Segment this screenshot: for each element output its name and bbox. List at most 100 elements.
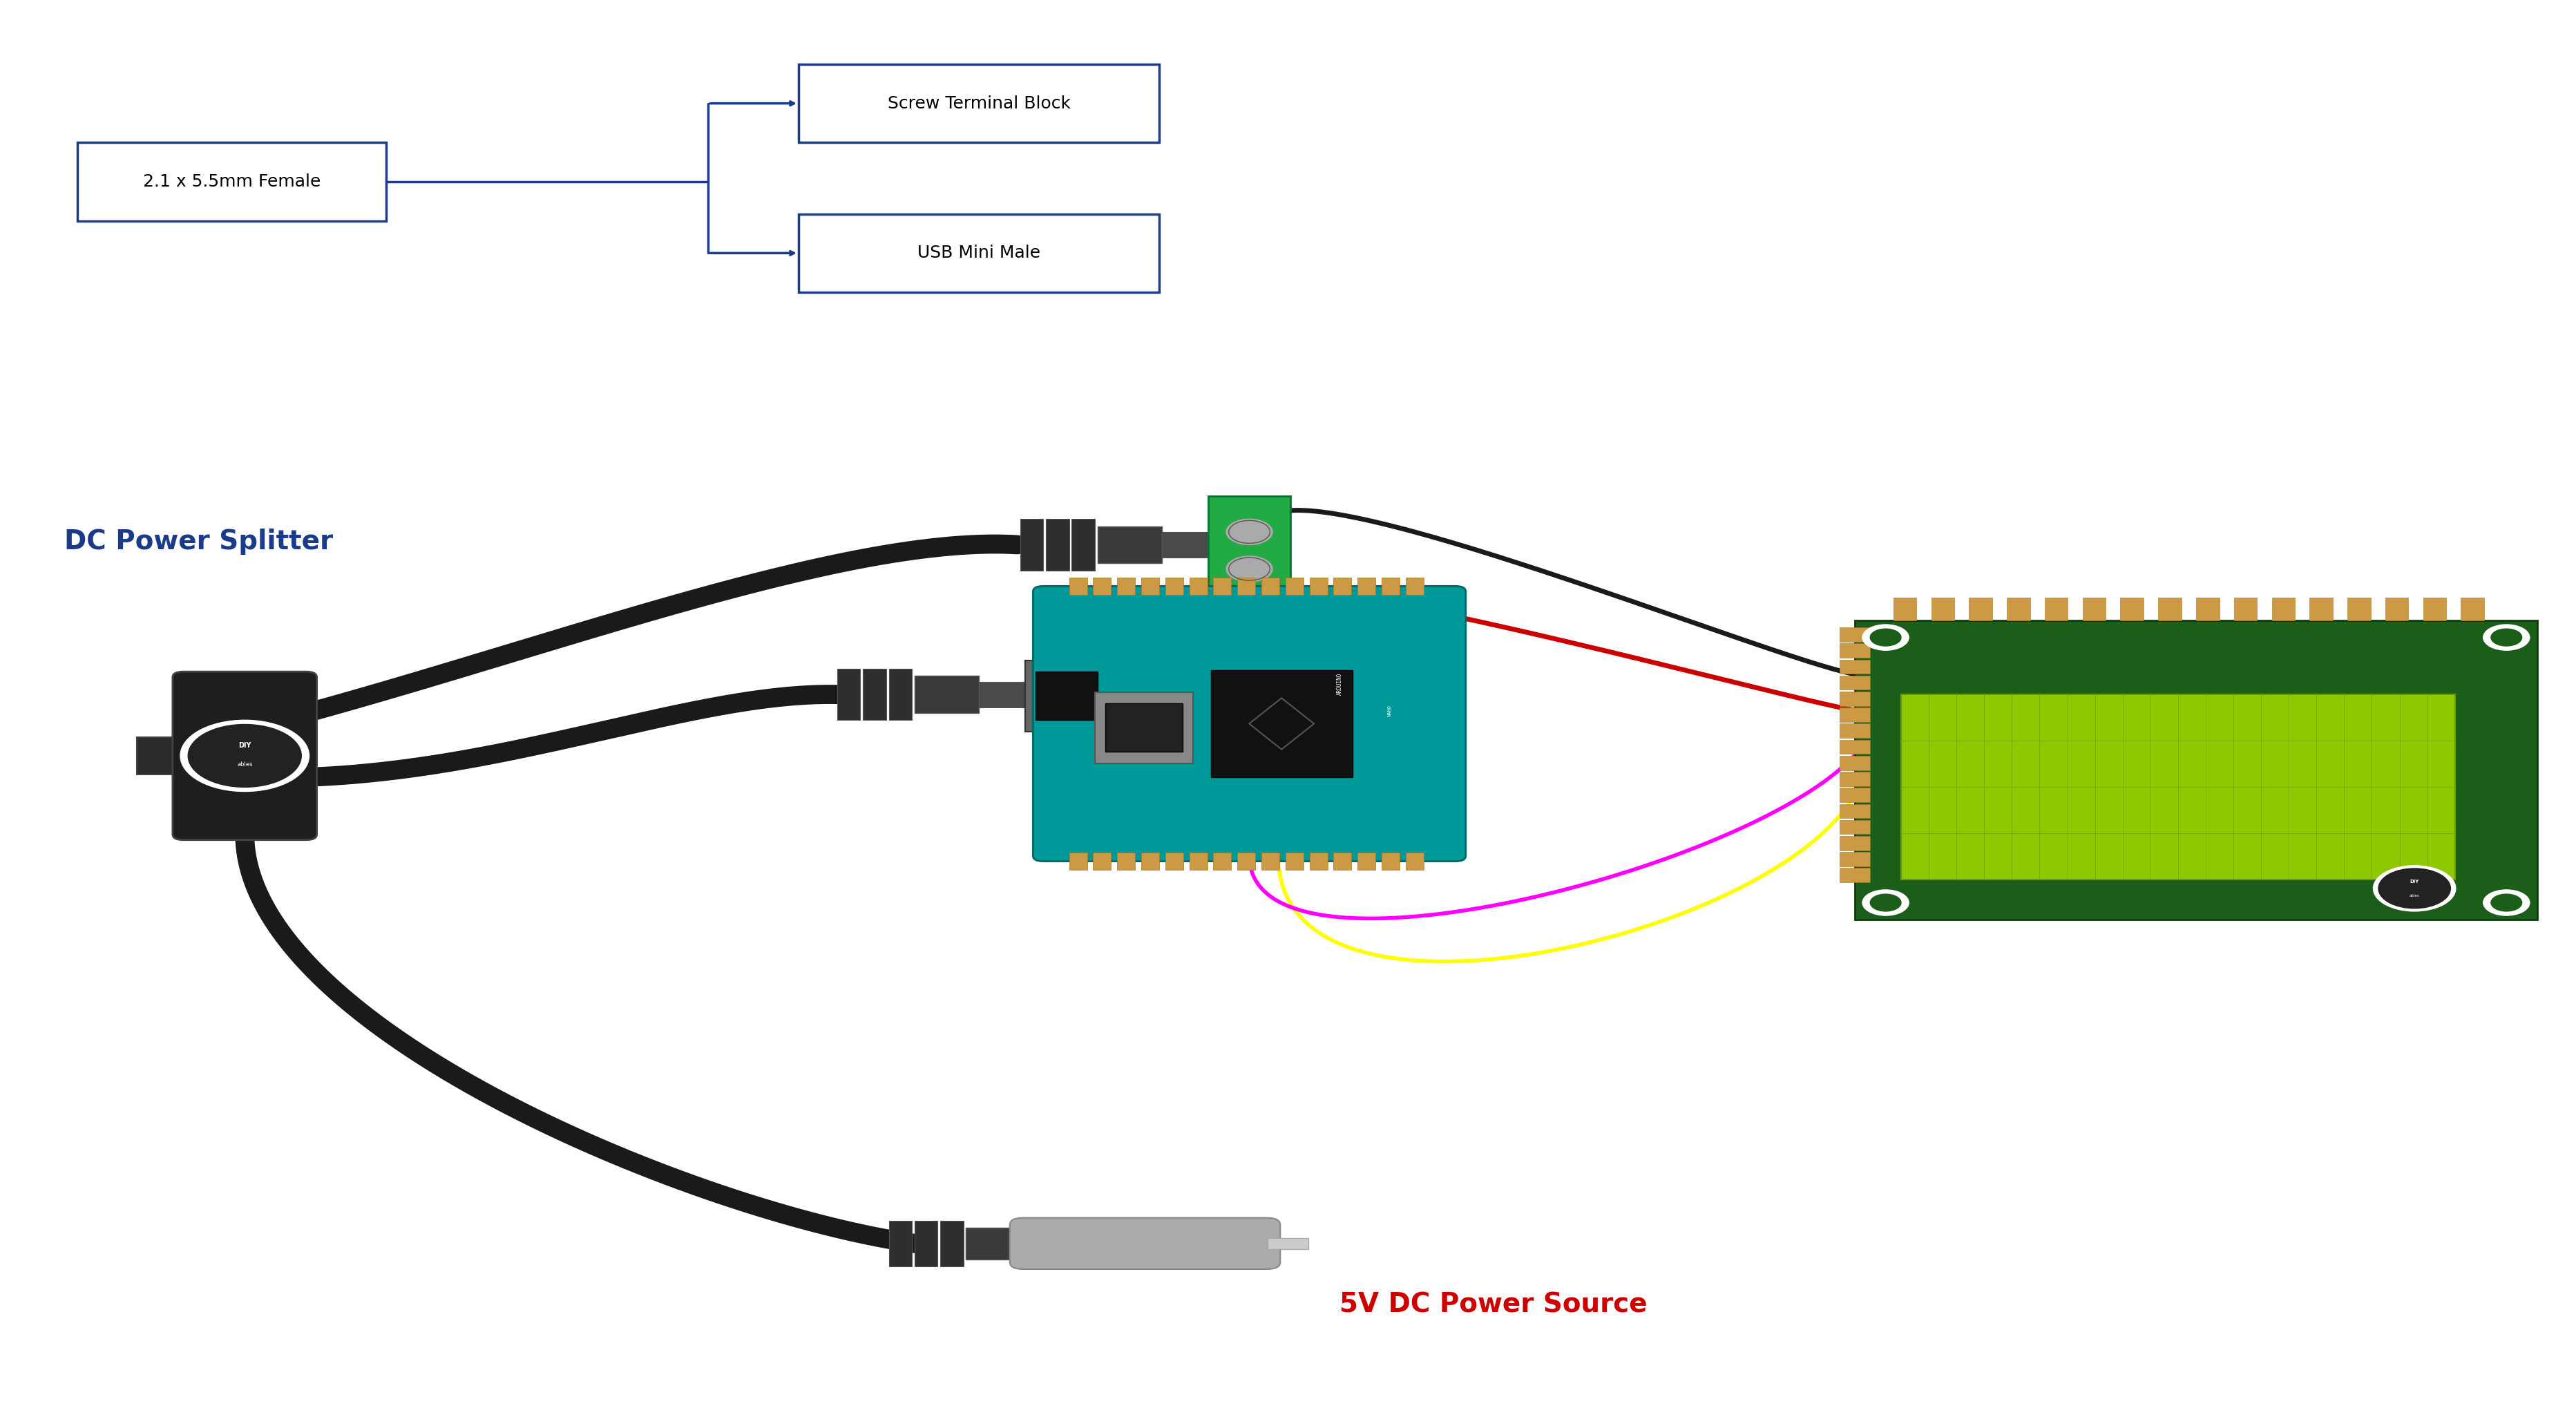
Circle shape bbox=[2491, 629, 2522, 646]
Bar bbox=[889, 669, 912, 720]
Bar bbox=[2195, 597, 2221, 620]
Bar bbox=[837, 669, 860, 720]
Bar bbox=[914, 676, 979, 713]
Bar bbox=[1164, 853, 1182, 870]
Circle shape bbox=[1862, 625, 1909, 650]
Bar bbox=[1406, 578, 1425, 595]
Bar bbox=[2424, 597, 2447, 620]
Bar bbox=[1036, 672, 1097, 720]
Bar bbox=[2311, 597, 2334, 620]
Bar bbox=[1358, 853, 1376, 870]
Circle shape bbox=[2491, 894, 2522, 911]
Circle shape bbox=[1870, 629, 1901, 646]
Bar bbox=[1025, 660, 1108, 732]
Bar bbox=[1285, 578, 1303, 595]
Text: USB Mini Male: USB Mini Male bbox=[917, 245, 1041, 261]
Bar bbox=[1406, 853, 1425, 870]
Bar bbox=[1236, 578, 1255, 595]
Bar bbox=[1105, 703, 1182, 752]
Bar bbox=[1839, 756, 1870, 770]
Bar bbox=[1141, 853, 1159, 870]
Bar bbox=[1855, 620, 2537, 920]
Bar bbox=[1839, 692, 1870, 706]
Bar bbox=[1839, 804, 1870, 819]
Bar bbox=[1309, 853, 1327, 870]
Text: ables: ables bbox=[2409, 894, 2419, 897]
Bar bbox=[2120, 597, 2143, 620]
Bar bbox=[889, 1221, 912, 1266]
Bar bbox=[914, 1221, 938, 1266]
Bar bbox=[1893, 597, 1917, 620]
Bar bbox=[2045, 597, 2069, 620]
Bar bbox=[1072, 519, 1095, 570]
Bar bbox=[1968, 597, 1991, 620]
Bar bbox=[2159, 597, 2182, 620]
Bar bbox=[1095, 692, 1193, 763]
Circle shape bbox=[2483, 625, 2530, 650]
Bar bbox=[2007, 597, 2030, 620]
Bar bbox=[1839, 868, 1870, 883]
Circle shape bbox=[2378, 868, 2450, 908]
Bar bbox=[1358, 578, 1376, 595]
Bar bbox=[1162, 532, 1208, 558]
Text: DC Power Splitter: DC Power Splitter bbox=[64, 529, 332, 555]
Bar bbox=[1069, 853, 1087, 870]
FancyBboxPatch shape bbox=[173, 672, 317, 840]
Circle shape bbox=[1226, 556, 1273, 582]
Bar bbox=[1839, 676, 1870, 690]
Bar bbox=[1839, 724, 1870, 739]
Bar bbox=[1164, 578, 1182, 595]
Bar bbox=[1839, 643, 1870, 657]
Bar bbox=[137, 737, 183, 774]
Bar bbox=[1839, 787, 1870, 801]
Bar bbox=[1839, 820, 1870, 834]
Bar bbox=[1046, 519, 1069, 570]
Bar bbox=[1236, 853, 1255, 870]
Bar bbox=[1092, 853, 1110, 870]
Bar bbox=[1334, 853, 1352, 870]
Bar bbox=[2233, 597, 2257, 620]
Circle shape bbox=[180, 720, 309, 791]
FancyBboxPatch shape bbox=[1010, 1218, 1280, 1269]
Bar bbox=[2460, 597, 2483, 620]
Text: ARDUINO: ARDUINO bbox=[1337, 673, 1342, 696]
Bar bbox=[1020, 519, 1043, 570]
Circle shape bbox=[2372, 866, 2455, 911]
Bar bbox=[979, 682, 1025, 707]
Bar bbox=[2272, 597, 2295, 620]
Bar bbox=[1118, 853, 1136, 870]
Bar bbox=[1932, 597, 1955, 620]
Bar bbox=[2385, 597, 2409, 620]
Bar bbox=[1839, 707, 1870, 722]
Bar bbox=[1839, 771, 1870, 786]
Bar bbox=[1267, 1238, 1309, 1249]
Circle shape bbox=[1862, 890, 1909, 915]
Polygon shape bbox=[1249, 699, 1314, 750]
Bar bbox=[1285, 853, 1303, 870]
Bar bbox=[1309, 578, 1327, 595]
Text: Screw Terminal Block: Screw Terminal Block bbox=[886, 96, 1072, 111]
Bar bbox=[2347, 597, 2370, 620]
Bar bbox=[1097, 526, 1162, 563]
Circle shape bbox=[1870, 894, 1901, 911]
Bar bbox=[1208, 496, 1291, 605]
Bar bbox=[799, 64, 1159, 143]
Text: DIY: DIY bbox=[240, 743, 250, 749]
Bar bbox=[1092, 578, 1110, 595]
Text: NANO: NANO bbox=[1388, 704, 1391, 716]
Bar bbox=[799, 214, 1159, 292]
Bar bbox=[1839, 853, 1870, 867]
Bar bbox=[1839, 836, 1870, 850]
Bar bbox=[863, 669, 886, 720]
Text: DIY: DIY bbox=[2411, 880, 2419, 883]
Bar bbox=[940, 1221, 963, 1266]
Text: 2.1 x 5.5mm Female: 2.1 x 5.5mm Female bbox=[142, 174, 322, 190]
FancyBboxPatch shape bbox=[1033, 586, 1466, 861]
Bar bbox=[2081, 597, 2105, 620]
Bar bbox=[1190, 578, 1208, 595]
Text: ables: ables bbox=[237, 761, 252, 767]
Circle shape bbox=[1226, 519, 1273, 545]
Bar bbox=[1069, 578, 1087, 595]
Bar bbox=[1839, 659, 1870, 674]
Bar bbox=[1381, 578, 1399, 595]
